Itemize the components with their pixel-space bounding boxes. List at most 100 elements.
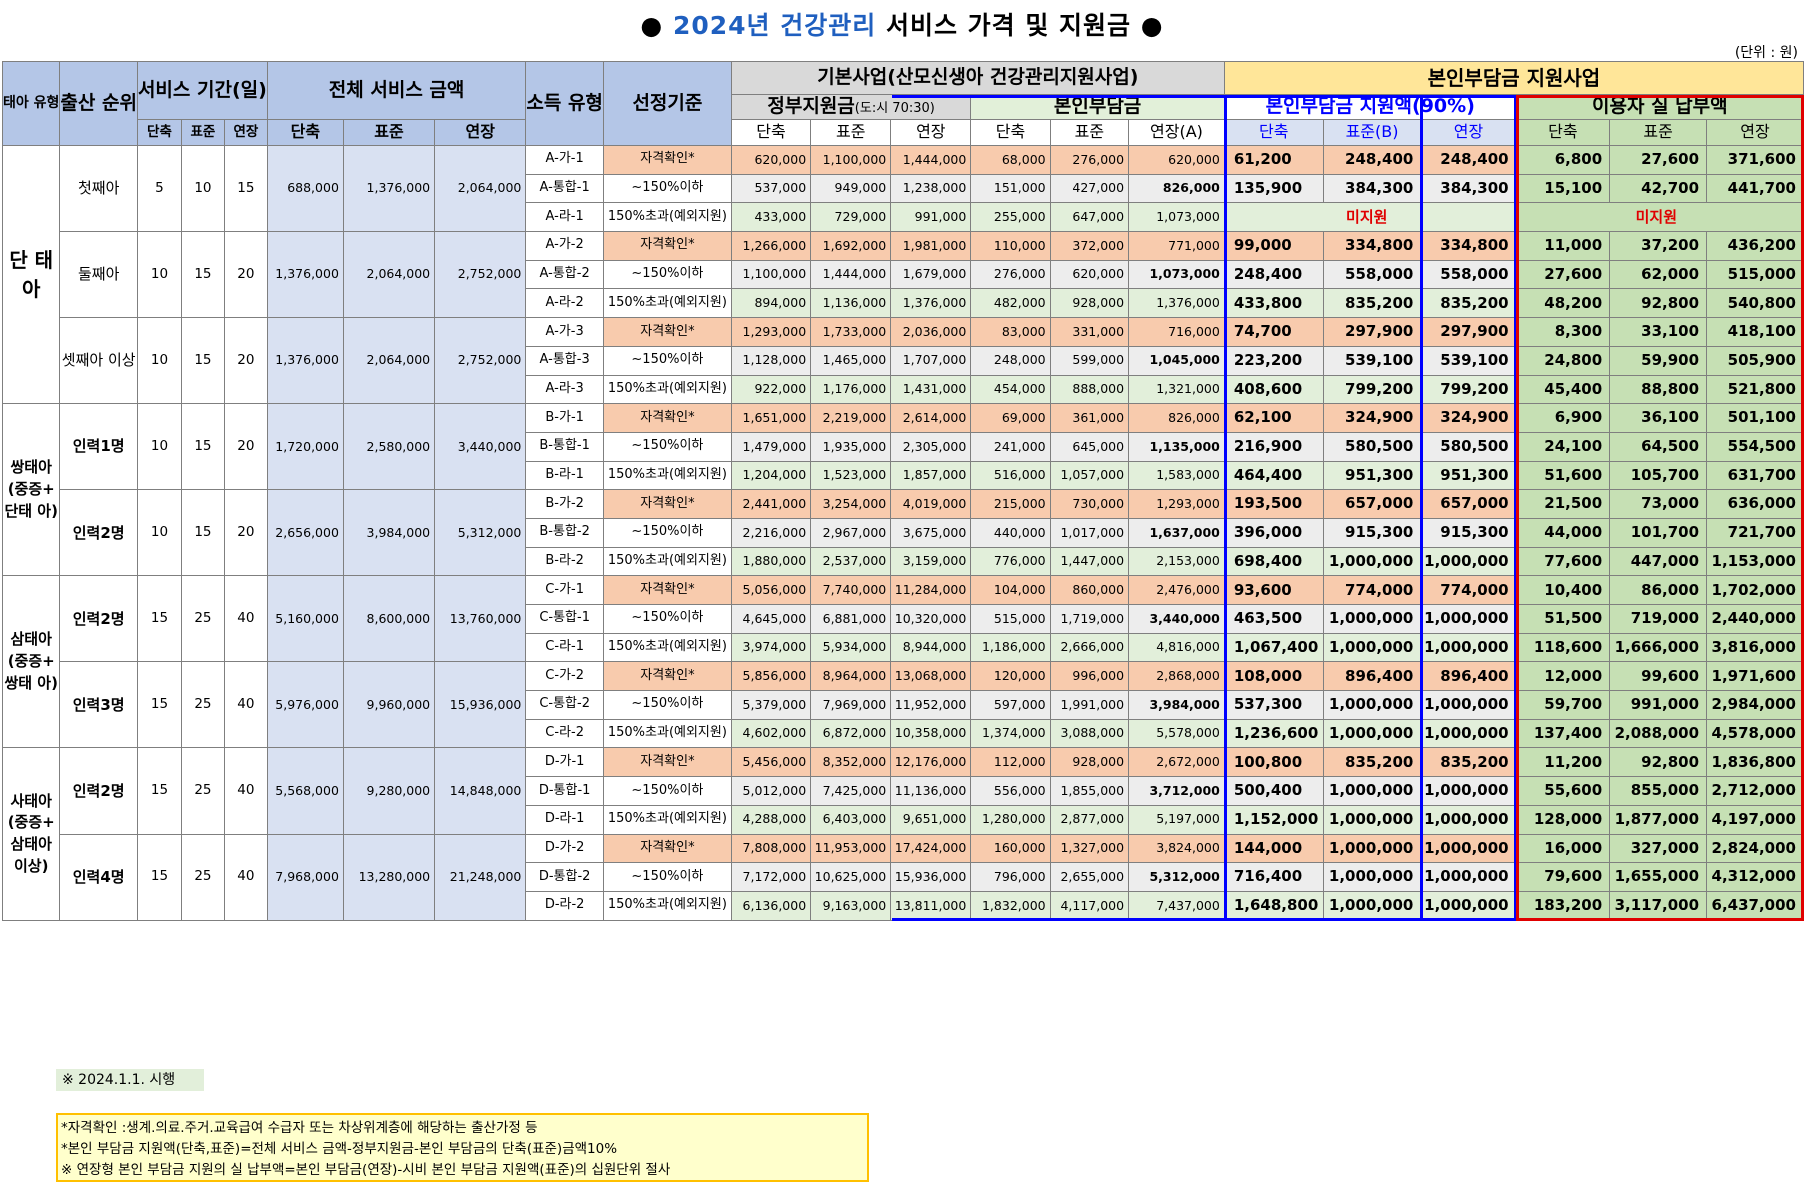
- self-payment: 110,000: [970, 231, 1051, 261]
- service-days: 25: [180, 575, 225, 663]
- self-payment: 645,000: [1049, 431, 1130, 462]
- self-payment: 1,280,000: [970, 804, 1051, 835]
- service-days: 20: [223, 403, 268, 491]
- self-payment: 4,816,000: [1128, 632, 1225, 663]
- self-payment: 69,000: [970, 403, 1051, 433]
- gov-support: 1,465,000: [810, 345, 892, 376]
- gov-support: 2,305,000: [890, 431, 972, 462]
- total-amount: 688,000: [266, 144, 344, 233]
- support-amount: 1,000,000: [1420, 604, 1517, 634]
- service-days: 40: [223, 747, 268, 835]
- income-code: C-가-1: [525, 575, 604, 605]
- gov-support: 12,176,000: [890, 747, 972, 778]
- gov-support: 11,284,000: [890, 575, 972, 605]
- service-days: 15: [223, 144, 268, 233]
- support-amount: 1,000,000: [1322, 776, 1422, 806]
- actual-payment: 27,600: [1609, 145, 1708, 175]
- self-payment: 888,000: [1049, 374, 1130, 405]
- selection-criteria: 150%초과(예외지원): [602, 804, 732, 835]
- total-amount: 5,568,000: [266, 747, 344, 835]
- actual-payment: 45,400: [1515, 374, 1611, 405]
- support-amount: 1,000,000: [1420, 804, 1517, 835]
- actual-payment: 1,836,800: [1706, 747, 1804, 778]
- gov-support: 17,424,000: [890, 833, 972, 864]
- gov-support: 5,456,000: [730, 747, 812, 778]
- support-amount: 1,000,000: [1420, 718, 1517, 749]
- service-days: 15: [180, 317, 225, 405]
- gov-support: 2,219,000: [810, 403, 892, 433]
- total-amount: 9,280,000: [342, 747, 436, 835]
- header-period-standard: 표준: [180, 119, 225, 146]
- gov-support: 2,967,000: [810, 517, 892, 548]
- actual-payment: 1,655,000: [1609, 862, 1708, 892]
- actual-payment: 1,702,000: [1706, 575, 1804, 605]
- header-self: 본인부담금: [970, 94, 1225, 120]
- self-payment: 1,374,000: [970, 718, 1051, 749]
- self-payment: 776,000: [970, 546, 1051, 577]
- note-line: ※ 연장형 본인 부담금 지원의 실 납부액=본인 부담금(연장)-시비 본인 …: [61, 1162, 671, 1178]
- support-amount: 144,000: [1223, 833, 1324, 864]
- table-row: A-라-3 150%초과(예외지원) 922,000 1,176,000 1,431,0…: [3, 374, 1804, 405]
- birth-order: 인력2명: [59, 489, 138, 577]
- self-payment: 104,000: [970, 575, 1051, 605]
- actual-payment: 418,100: [1706, 317, 1804, 347]
- income-code: B-통합-2: [525, 517, 604, 548]
- actual-payment: 36,100: [1609, 403, 1708, 433]
- header-support-extended: 연장: [1420, 119, 1517, 146]
- self-payment: 241,000: [970, 431, 1051, 462]
- actual-payment: 721,700: [1706, 517, 1804, 548]
- selection-criteria: 자격확인*: [602, 403, 732, 433]
- service-days: 20: [223, 317, 268, 405]
- actual-payment: 37,200: [1609, 231, 1708, 261]
- gov-support: 6,872,000: [810, 718, 892, 749]
- gov-support: 433,000: [730, 202, 812, 233]
- self-payment: 1,447,000: [1049, 546, 1130, 577]
- gov-support: 1,733,000: [810, 317, 892, 347]
- self-payment: 83,000: [970, 317, 1051, 347]
- support-amount: 657,000: [1420, 489, 1517, 519]
- table-row: A-라-1 150%초과(예외지원) 433,000 729,000 991,000 25…: [3, 202, 1804, 233]
- gov-support: 1,431,000: [890, 374, 972, 405]
- selection-criteria: 자격확인*: [602, 231, 732, 261]
- gov-support: 1,679,000: [890, 259, 972, 290]
- actual-payment: 6,437,000: [1706, 890, 1804, 921]
- actual-payment: 59,900: [1609, 345, 1708, 376]
- gov-support: 537,000: [730, 173, 812, 204]
- total-amount: 3,984,000: [342, 489, 436, 577]
- header-support-short: 단축: [1223, 119, 1324, 146]
- actual-payment: 2,440,000: [1706, 604, 1804, 634]
- total-amount: 9,960,000: [342, 661, 436, 749]
- self-payment: 248,000: [970, 345, 1051, 376]
- actual-payment: 183,200: [1515, 890, 1611, 921]
- self-payment: 3,824,000: [1128, 833, 1225, 864]
- table-row: A-통합-2 ~150%이하 1,100,000 1,444,000 1,679,000…: [3, 259, 1804, 290]
- self-payment: 928,000: [1049, 747, 1130, 778]
- gov-support: 1,935,000: [810, 431, 892, 462]
- support-amount: 248,400: [1420, 145, 1517, 175]
- actual-payment: 62,000: [1609, 259, 1708, 290]
- notes-box: *자격확인 :생계.의료.주거.교육급여 수급자 또는 차상위계층에 해당하는 …: [56, 1113, 869, 1182]
- self-payment: 996,000: [1049, 661, 1130, 692]
- header-period-short: 단축: [136, 119, 182, 146]
- actual-payment: 436,200: [1706, 231, 1804, 261]
- actual-payment: 505,900: [1706, 345, 1804, 376]
- service-days: 10: [136, 317, 182, 405]
- support-amount: 1,648,800: [1223, 890, 1324, 921]
- actual-payment: 128,000: [1515, 804, 1611, 835]
- service-days: 15: [136, 747, 182, 835]
- support-amount: 774,000: [1322, 575, 1422, 605]
- self-payment: 1,045,000: [1128, 345, 1225, 376]
- self-payment: 255,000: [970, 202, 1051, 233]
- gov-support: 8,964,000: [810, 661, 892, 692]
- selection-criteria: 자격확인*: [602, 489, 732, 519]
- group-label: 단 태 아: [1, 144, 61, 405]
- income-code: B-가-1: [525, 403, 604, 433]
- selection-criteria: 150%초과(예외지원): [602, 460, 732, 491]
- self-payment: 730,000: [1049, 489, 1130, 519]
- actual-payment: 59,700: [1515, 690, 1611, 720]
- header-actual-extended: 연장: [1706, 119, 1804, 146]
- service-days: 25: [180, 833, 225, 921]
- support-amount: 580,500: [1420, 431, 1517, 462]
- actual-payment: 137,400: [1515, 718, 1611, 749]
- income-code: C-통합-2: [525, 690, 604, 720]
